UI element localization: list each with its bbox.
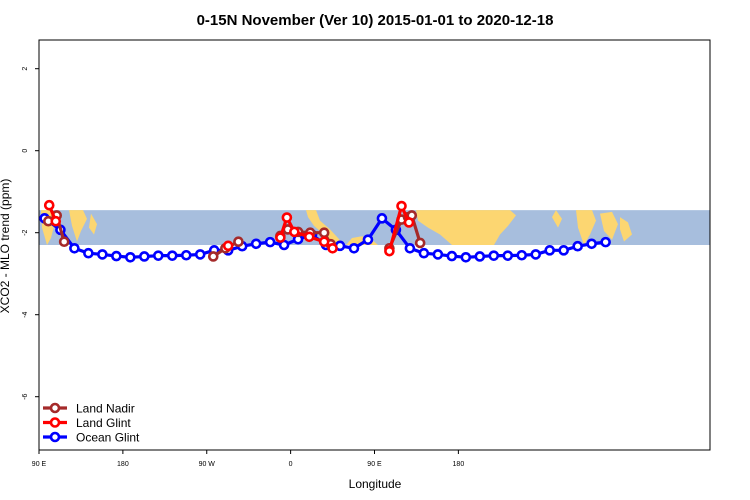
y-tick-label: -2 [22,229,29,235]
legend-item-ocean-glint: Ocean Glint [43,431,140,445]
ocean-glint-point [264,236,276,248]
x-tick-label: 180 [117,461,129,468]
land-glint-point [281,212,293,223]
land-nadir-point [58,236,70,248]
legend-marker-ocean-glint [49,431,61,443]
y-tick-label: 0 [22,149,29,153]
land-shapes [41,210,632,245]
land-shape-2 [69,210,87,242]
ocean-glint-point [111,250,122,262]
land-glint-point [403,217,415,228]
legend-label-ocean-glint: Ocean Glint [76,431,140,445]
x-tick-label: 90 W [199,461,216,468]
land-shape-7 [552,210,562,228]
land-glint-point [43,199,55,211]
x-axis-label: Longitude [349,477,402,491]
legend-item-land-glint: Land Glint [43,416,131,430]
ocean-glint-point [516,249,528,261]
ocean-glint-point [600,236,611,248]
ocean-glint-point [362,234,374,245]
ocean-glint-point [250,238,262,250]
ocean-glint-point [446,250,458,262]
land-glint-point [50,215,62,227]
y-axis: 2 0 -2 -4 -6 [22,67,39,400]
ocean-glint-point [418,247,430,259]
ocean-glint-point [180,249,192,261]
land-shape-3 [89,213,97,235]
land-glint-point [289,226,300,238]
land-shape-6 [416,210,516,245]
legend-item-land-nadir: Land Nadir [43,402,135,416]
ocean-glint-point [69,242,80,254]
x-tick-label: 90 E [32,461,47,468]
ocean-glint-point [125,251,136,263]
ocean-glint-point [376,213,388,224]
ocean-glint-point [572,240,583,252]
y-tick-label: -6 [22,393,29,399]
land-glint-point [275,232,286,243]
land-glint-point [318,236,330,248]
y-tick-label: -4 [22,311,29,317]
land-shape-10 [620,217,632,242]
land-glint-point [327,242,338,254]
ocean-glint-point [432,249,444,260]
ocean-glint-point [348,242,360,254]
legend-marker-land-glint [49,417,61,428]
y-axis-label: XCO2 - MLO trend (ppm) [0,179,12,314]
ocean-glint-point [502,250,514,261]
ocean-glint-point [404,242,416,254]
ocean-glint-point [152,250,164,261]
series-layer [39,199,611,263]
x-axis: 90 E 180 90 W 0 90 E 180 [32,450,465,468]
legend-label-land-glint: Land Glint [76,416,131,430]
y-tick-label: 2 [22,67,29,71]
land-shape-9 [600,211,618,240]
x-tick-label: 180 [453,461,465,468]
land-glint-point [396,200,407,212]
series-land-glint [43,199,415,257]
ocean-glint-point [97,249,108,260]
ocean-glint-point [166,250,178,261]
land-nadir-point [233,236,244,248]
ocean-glint-point [474,251,486,262]
land-nadir-point [318,227,330,238]
chart-title: 0-15N November (Ver 10) 2015-01-01 to 20… [197,12,554,29]
land-nadir-point [414,237,426,249]
ocean-glint-point [558,245,569,256]
ocean-glint-point [194,249,206,260]
land-glint-point [222,240,234,252]
legend-marker-land-nadir [49,402,61,414]
map-band [39,210,710,245]
x-tick-label: 90 E [367,461,382,468]
land-glint-point [303,231,315,243]
land-nadir-point [207,251,219,262]
x-tick-label: 0 [289,461,293,468]
ocean-glint-point [586,238,597,250]
legend-label-land-nadir: Land Nadir [76,402,135,416]
ocean-glint-point [530,249,542,260]
ocean-glint-point [460,251,472,263]
ocean-glint-point [488,250,500,261]
land-shape-8 [576,210,596,245]
series-ocean-glint [39,213,611,263]
land-glint-point [384,245,395,257]
ocean-glint-point [139,251,150,262]
ocean-glint-point [83,247,94,259]
ocean-glint-point [544,245,556,256]
